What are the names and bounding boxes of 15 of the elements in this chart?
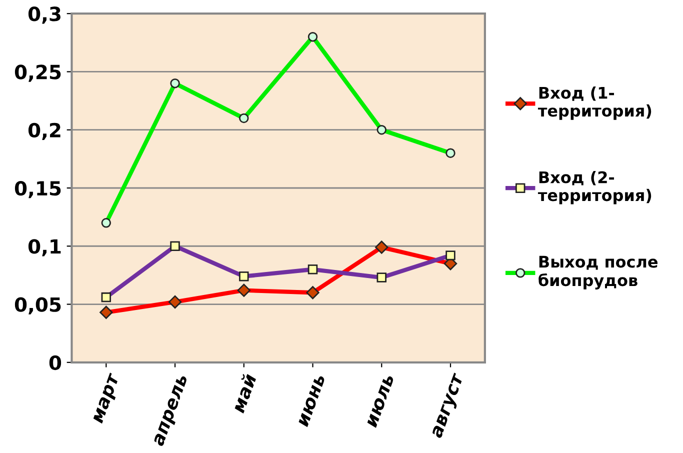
x-tick-label: август xyxy=(431,372,468,440)
legend-label: Выход после биопрудов xyxy=(538,256,658,290)
x-tick-label: март xyxy=(92,372,123,425)
y-tick-label: 0,15 xyxy=(14,180,61,198)
legend-label: Вход (1- территория) xyxy=(538,86,652,120)
y-tick-label: 0 xyxy=(49,355,62,370)
x-tick-label: июль xyxy=(366,374,394,428)
y-tick-label: 0,25 xyxy=(14,64,61,82)
y-tick-label: 0,1 xyxy=(28,239,61,256)
y-tick-label: 0,2 xyxy=(28,122,60,140)
y-tick-label: 0,3 xyxy=(28,6,60,24)
x-tick-label: июнь xyxy=(298,374,326,428)
legend-label: Вход (2- территория) xyxy=(538,170,652,204)
x-tick-label: май xyxy=(230,372,257,414)
y-tick-label: 0,05 xyxy=(14,297,61,314)
